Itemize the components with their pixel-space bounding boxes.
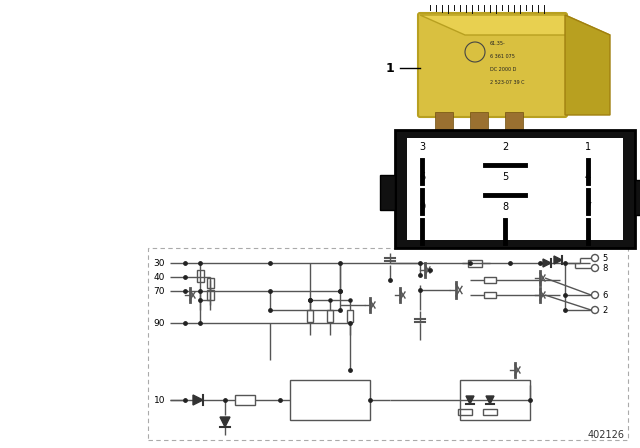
Text: 1: 1: [385, 61, 394, 74]
Bar: [483, 409, 497, 415]
Point: [180, 319, 190, 327]
Bar: [290, 380, 370, 420]
Point: [275, 396, 285, 404]
Point: [345, 366, 355, 374]
Text: 4: 4: [585, 172, 591, 182]
Point: [560, 259, 570, 267]
Point: [345, 319, 355, 327]
Bar: [395, 130, 635, 248]
Bar: [207, 278, 214, 288]
Text: 5: 5: [602, 254, 607, 263]
Point: [265, 306, 275, 314]
Point: [465, 259, 475, 267]
Point: [425, 267, 435, 274]
Point: [335, 306, 345, 314]
Polygon shape: [220, 417, 230, 427]
Point: [265, 288, 275, 295]
Point: [560, 306, 570, 314]
Text: 30: 30: [154, 258, 165, 267]
Point: [560, 291, 570, 298]
Bar: [148, 248, 628, 440]
Bar: [435, 112, 453, 130]
Text: 2 523-07 39 C: 2 523-07 39 C: [490, 80, 525, 85]
Bar: [327, 310, 333, 322]
Bar: [484, 292, 496, 298]
Point: [195, 297, 205, 304]
Text: 70: 70: [154, 287, 165, 296]
Polygon shape: [486, 396, 494, 404]
Text: 2: 2: [602, 306, 607, 314]
Polygon shape: [565, 15, 610, 115]
Point: [180, 273, 190, 280]
Point: [525, 396, 535, 404]
Bar: [477, 130, 491, 148]
Polygon shape: [420, 15, 610, 35]
Point: [180, 288, 190, 295]
Bar: [347, 310, 353, 322]
FancyBboxPatch shape: [418, 13, 567, 117]
Bar: [468, 259, 482, 267]
Text: 3: 3: [419, 142, 425, 152]
Point: [415, 286, 425, 293]
Bar: [505, 112, 523, 130]
Text: 61.35-: 61.35-: [490, 41, 506, 46]
Point: [180, 396, 190, 404]
Point: [195, 319, 205, 327]
Point: [195, 259, 205, 267]
Bar: [196, 270, 204, 282]
Text: DC 2000 D: DC 2000 D: [490, 67, 516, 72]
Point: [305, 297, 315, 304]
Bar: [635, 180, 640, 215]
Point: [345, 297, 355, 304]
Point: [535, 259, 545, 267]
Point: [220, 396, 230, 404]
Text: 8: 8: [502, 202, 508, 212]
Bar: [484, 277, 496, 283]
Point: [335, 288, 345, 295]
Text: 5: 5: [502, 172, 508, 182]
Polygon shape: [466, 396, 474, 404]
Text: 7: 7: [585, 202, 591, 212]
Text: 6: 6: [419, 172, 425, 182]
Text: 2: 2: [502, 142, 508, 152]
Text: 90: 90: [154, 319, 165, 327]
Point: [325, 297, 335, 304]
Point: [180, 259, 190, 267]
Text: 40: 40: [154, 272, 165, 281]
Point: [335, 288, 345, 295]
Bar: [207, 290, 214, 300]
Bar: [470, 112, 488, 130]
Point: [415, 271, 425, 279]
Bar: [509, 130, 523, 148]
Polygon shape: [554, 256, 562, 264]
Polygon shape: [543, 259, 551, 267]
Bar: [407, 138, 623, 240]
Bar: [460, 380, 530, 420]
Point: [415, 259, 425, 267]
Text: 9: 9: [419, 202, 425, 212]
Bar: [458, 409, 472, 415]
Text: 1: 1: [585, 142, 591, 152]
Bar: [445, 130, 459, 148]
Text: 6 361 075: 6 361 075: [490, 54, 515, 59]
Point: [335, 259, 345, 267]
Point: [365, 396, 375, 404]
Text: 8: 8: [602, 263, 607, 272]
Bar: [380, 175, 395, 210]
Text: 402126: 402126: [588, 430, 625, 440]
Text: 10: 10: [154, 396, 165, 405]
Bar: [235, 395, 255, 405]
Point: [305, 297, 315, 304]
Bar: [307, 310, 313, 322]
Point: [385, 276, 395, 284]
Point: [265, 259, 275, 267]
Polygon shape: [193, 395, 203, 405]
Point: [505, 259, 515, 267]
Text: 6: 6: [602, 290, 607, 300]
Point: [195, 288, 205, 295]
Point: [305, 297, 315, 304]
